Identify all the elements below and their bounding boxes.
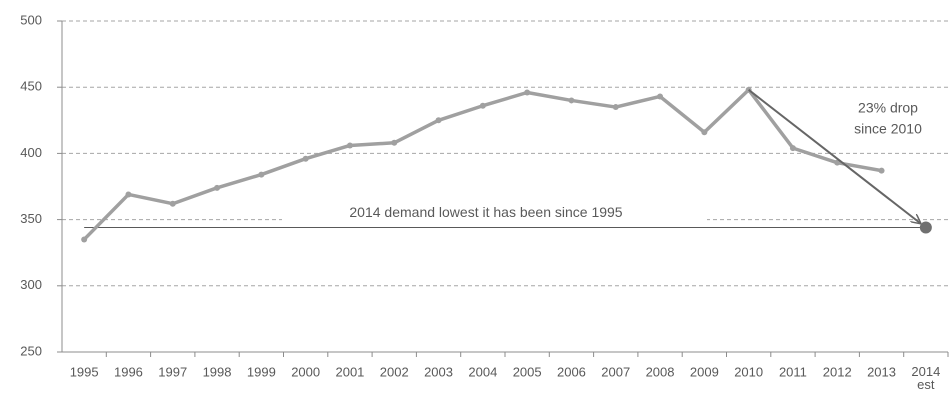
reference-label: 2014 demand lowest it has been since 199… bbox=[349, 204, 622, 220]
y-tick-label: 400 bbox=[20, 145, 42, 160]
estimate-point bbox=[919, 221, 932, 234]
arrow bbox=[748, 89, 921, 223]
x-tick-label: 2002 bbox=[380, 364, 409, 379]
x-tick-label: 1999 bbox=[247, 364, 276, 379]
x-tick-label: 2013 bbox=[867, 364, 896, 379]
x-tick-label-line: est bbox=[917, 377, 935, 392]
data-point bbox=[346, 142, 353, 149]
data-point bbox=[214, 184, 221, 191]
data-point bbox=[524, 89, 531, 96]
x-tick-label: 2008 bbox=[646, 364, 675, 379]
x-tick-label: 2007 bbox=[601, 364, 630, 379]
data-point bbox=[612, 104, 619, 111]
x-tick-label: 2003 bbox=[424, 364, 453, 379]
x-tick-label: 2012 bbox=[823, 364, 852, 379]
x-tick-label-line: 2014 bbox=[911, 364, 940, 379]
data-point bbox=[568, 97, 575, 104]
data-point bbox=[302, 155, 309, 162]
x-tick-label: 1998 bbox=[203, 364, 232, 379]
y-tick-label: 500 bbox=[20, 12, 42, 27]
x-tick-label: 2004 bbox=[468, 364, 497, 379]
data-point bbox=[834, 159, 841, 166]
x-tick-label: 2010 bbox=[734, 364, 763, 379]
data-point bbox=[81, 236, 88, 243]
annotation: since 2010 bbox=[854, 121, 922, 137]
data-point bbox=[878, 167, 885, 174]
y-tick-label: 450 bbox=[20, 79, 42, 94]
x-tick-label: 2000 bbox=[291, 364, 320, 379]
x-tick-label: 2001 bbox=[335, 364, 364, 379]
y-tick-label: 350 bbox=[20, 211, 42, 226]
x-tick-label: 2009 bbox=[690, 364, 719, 379]
x-tick-label: 1995 bbox=[70, 364, 99, 379]
reference-label-bg bbox=[282, 203, 707, 224]
y-tick-label: 250 bbox=[20, 343, 42, 358]
x-tick-label: 2011 bbox=[779, 364, 807, 379]
data-point bbox=[435, 117, 442, 124]
x-tick-label: 2006 bbox=[557, 364, 586, 379]
y-tick-label: 300 bbox=[20, 277, 42, 292]
data-point bbox=[479, 102, 486, 109]
x-tick-label: 1996 bbox=[114, 364, 143, 379]
data-point bbox=[789, 145, 796, 152]
data-point bbox=[169, 200, 176, 207]
data-point bbox=[391, 139, 398, 146]
annotation: 23% drop bbox=[858, 100, 918, 116]
data-point bbox=[125, 191, 132, 198]
x-tick-label: 1997 bbox=[158, 364, 187, 379]
x-tick-label: 2005 bbox=[513, 364, 542, 379]
data-point bbox=[701, 129, 708, 136]
x-tick-label: 2014 est bbox=[911, 364, 940, 392]
data-point bbox=[258, 171, 265, 178]
data-point bbox=[657, 93, 664, 100]
